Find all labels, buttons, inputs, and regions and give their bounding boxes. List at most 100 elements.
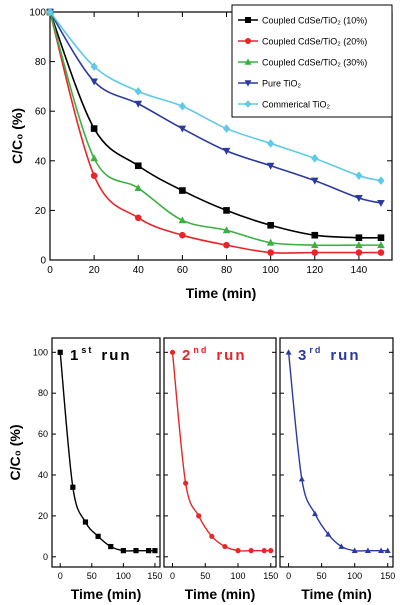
legend-marker — [245, 38, 251, 44]
panel-frame — [163, 337, 277, 568]
data-point — [355, 171, 363, 180]
y-tick-label: 60 — [38, 429, 48, 439]
run-word: run — [216, 347, 246, 364]
panel-frame — [279, 337, 394, 568]
data-point — [209, 533, 215, 539]
data-point — [355, 241, 363, 249]
data-point — [285, 349, 292, 355]
data-point — [311, 249, 319, 256]
data-point — [223, 207, 230, 214]
run-number: 3 — [298, 347, 308, 364]
data-point — [267, 249, 274, 256]
legend-label: Coupled CdSe/TiO₂ (20%) — [262, 37, 367, 47]
data-point — [183, 480, 189, 486]
legend-item: Coupled CdSe/TiO₂ (20%) — [238, 37, 367, 47]
data-point — [90, 78, 98, 86]
data-point — [134, 87, 142, 96]
data-point — [178, 125, 187, 133]
data-point — [134, 162, 142, 170]
x-tick-label: 100 — [262, 265, 279, 276]
legend-item: Coupled CdSe/TiO₂ (10%) — [238, 16, 367, 26]
data-point — [351, 547, 358, 553]
y-axis-title: C/C₀ (%) — [9, 108, 25, 164]
data-point — [310, 241, 319, 249]
panel-frame — [51, 337, 161, 568]
y-tick-label: 60 — [35, 107, 47, 118]
x-tick-label: 150 — [380, 571, 395, 581]
run-ordinal-suffix: nd — [193, 345, 208, 355]
run-ordinal-suffix: st — [81, 345, 93, 355]
data-point — [355, 195, 363, 202]
data-point — [90, 62, 98, 71]
data-point — [377, 176, 385, 185]
data-point — [179, 231, 186, 239]
data-point — [338, 543, 345, 549]
x-axis-title: Time (min) — [71, 586, 142, 602]
data-point — [311, 154, 319, 163]
legend-label: Commerical TiO₂ — [262, 100, 331, 110]
data-point — [268, 548, 274, 554]
x-tick-label: 100 — [116, 571, 131, 581]
data-point — [377, 249, 385, 256]
y-tick-label: 40 — [35, 156, 47, 167]
y-tick-label: 20 — [35, 206, 47, 217]
y-tick-label: 100 — [33, 347, 48, 357]
data-point — [222, 226, 231, 234]
data-point — [248, 548, 254, 554]
series-line — [49, 11, 381, 254]
data-point — [222, 147, 231, 155]
data-point — [95, 533, 101, 539]
data-point — [266, 162, 275, 170]
y-tick-label: 80 — [38, 388, 48, 398]
run-line — [59, 352, 155, 552]
y-tick-label: 20 — [38, 511, 48, 521]
data-point — [377, 241, 385, 249]
run-label: 1st run — [70, 345, 132, 364]
run-ordinal-suffix: rd — [309, 345, 322, 355]
data-point — [378, 547, 385, 553]
x-tick-label: 50 — [200, 571, 210, 581]
run-label: 2nd run — [182, 345, 247, 364]
x-tick-label: 0 — [47, 265, 53, 276]
x-tick-label: 0 — [286, 571, 291, 581]
data-point — [377, 234, 385, 241]
data-point — [266, 238, 275, 246]
run-panel-2: 0 50 100 150 Time (min) 2nd run — [163, 337, 278, 602]
x-tick-label: 80 — [221, 265, 233, 276]
data-point — [298, 475, 305, 482]
data-point — [223, 241, 230, 249]
x-axis-title: Time (min) — [301, 586, 372, 602]
data-point — [312, 510, 319, 517]
data-point — [364, 547, 371, 553]
x-tick-label: 0 — [58, 571, 63, 581]
data-point — [70, 484, 76, 490]
data-point — [134, 214, 142, 222]
y-tick-label: 100 — [29, 8, 46, 19]
x-tick-label: 60 — [177, 265, 189, 276]
run-line — [171, 352, 271, 552]
data-point — [222, 543, 228, 550]
data-point — [222, 124, 231, 133]
data-point — [179, 187, 186, 194]
data-point — [134, 184, 143, 192]
x-tick-label: 100 — [347, 571, 362, 581]
data-point — [134, 100, 143, 108]
data-point — [196, 513, 202, 519]
data-point — [377, 199, 385, 207]
data-point — [311, 231, 319, 239]
series-2 — [46, 8, 385, 256]
x-tick-label: 120 — [306, 265, 323, 276]
run-number: 1 — [70, 347, 80, 364]
y-tick-label: 0 — [40, 256, 46, 267]
series-5 — [46, 7, 385, 185]
data-point — [325, 531, 332, 537]
x-tick-label: 140 — [351, 265, 368, 276]
legend-box — [231, 4, 393, 118]
y-tick-label: 40 — [38, 470, 48, 480]
data-point — [169, 349, 176, 355]
run-line — [287, 352, 388, 552]
data-point — [90, 172, 98, 179]
x-tick-label: 100 — [230, 571, 245, 581]
